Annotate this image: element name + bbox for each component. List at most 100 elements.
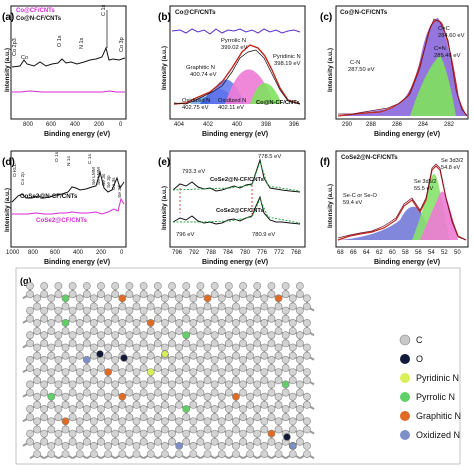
carbon-atom [47, 327, 56, 335]
carbon-atom [54, 437, 63, 446]
carbon-atom [125, 364, 134, 372]
legend-e-2: CoSe2@CF/CNTs [216, 208, 264, 214]
carbon-atom [217, 318, 226, 327]
carbon-atom [217, 450, 226, 458]
carbon-atom [111, 355, 120, 364]
tick-c-2: 288 [366, 122, 377, 128]
carbon-atom [189, 294, 198, 303]
carbon-atom [111, 339, 120, 348]
carbon-atom [146, 302, 155, 311]
carbon-atom [82, 405, 91, 413]
carbon-atom [210, 314, 219, 323]
carbon-atom [61, 368, 70, 376]
carbon-atom [295, 364, 304, 372]
carbon-atom [239, 388, 247, 397]
carbon-atom [75, 294, 84, 303]
carbon-atom [210, 355, 219, 364]
carbon-atom [288, 417, 297, 426]
carbon-atom [295, 413, 304, 422]
carbon-atom [132, 417, 141, 426]
carbon-atom [217, 400, 226, 409]
carbon-atom [182, 388, 191, 397]
carbon-atom [267, 306, 276, 315]
dopant-atom [267, 429, 276, 438]
carbon-atom [196, 380, 205, 389]
carbon-atom [40, 355, 49, 364]
carbon-atom [217, 343, 226, 352]
carbon-atom [118, 368, 127, 376]
carbon-atom [40, 405, 49, 413]
carbon-atom [267, 380, 276, 389]
legend-graphitic-label: Graphitic N [416, 411, 461, 421]
carbon-atom [253, 413, 262, 422]
carbon-atom [210, 388, 219, 397]
carbon-atom [161, 400, 169, 409]
carbon-atom [111, 413, 120, 422]
carbon-atom [224, 437, 233, 446]
dopant-atom [281, 380, 290, 389]
carbon-atom [274, 318, 283, 327]
carbon-atom [210, 331, 219, 340]
carbon-atom [146, 327, 155, 335]
carbon-atom [281, 314, 290, 323]
carbon-atom [61, 441, 70, 450]
legend-d-2: CoSe2@CF/CNTs [36, 217, 88, 224]
carbon-atom [281, 413, 290, 422]
carbon-atom [303, 302, 311, 311]
carbon-atom [132, 450, 141, 458]
ylabel-e: Intensity (a.u.) [161, 186, 168, 230]
carbon-atom [104, 376, 113, 385]
carbon-atom [139, 355, 148, 364]
carbon-atom [146, 392, 155, 401]
carbon-atom [303, 417, 311, 426]
carbon-atom [33, 327, 42, 335]
carbon-atom [295, 429, 304, 438]
carbon-atom [82, 364, 91, 372]
carbon-atom [40, 437, 49, 446]
tick-f-8: 54 [428, 250, 435, 256]
carbon-atom [260, 441, 269, 450]
carbon-atom [54, 339, 63, 348]
carbon-atom [139, 331, 148, 340]
carbon-atom [203, 417, 212, 426]
legend-a-2: Co@N-CF/CNTs [16, 16, 62, 22]
annotation-c1s: C 1s [101, 4, 107, 16]
carbon-atom [267, 290, 276, 299]
carbon-atom [61, 302, 70, 311]
tick-e-3: 788 [206, 250, 217, 256]
dopant-atom [146, 318, 155, 327]
carbon-atom [295, 306, 304, 315]
carbon-atom [75, 392, 84, 401]
carbon-atom [182, 314, 191, 323]
legend-e-1: CoSe2@N-CF/CNTs [210, 177, 264, 183]
carbon-atom [260, 351, 269, 360]
carbon-atom [153, 364, 162, 372]
carbon-atom [246, 400, 255, 409]
carbon-atom [33, 368, 42, 376]
carbon-atom [75, 343, 84, 352]
carbon-atom [146, 343, 155, 352]
panel-g: (g) C O Pyridinic N Pyrrolic N Graphitic… [15, 267, 461, 465]
carbon-atom [68, 405, 77, 413]
carbon-atom [175, 417, 184, 426]
carbon-atom [246, 294, 255, 303]
oxygen-atom [283, 433, 291, 441]
tick-e-1: 796 [172, 250, 183, 256]
carbon-atom [97, 331, 105, 340]
carbon-atom [146, 376, 155, 385]
carbon-atom [267, 339, 276, 348]
carbon-atom [224, 314, 233, 323]
carbon-atom [139, 339, 148, 348]
carbon-atom [239, 314, 247, 323]
carbon-atom [260, 392, 269, 401]
carbon-atom [104, 351, 113, 360]
carbon-atom [253, 437, 262, 446]
carbon-atom [239, 306, 247, 315]
carbon-atom [196, 429, 205, 438]
carbon-atom [40, 429, 49, 438]
carbon-atom [118, 417, 127, 426]
annotation-co3p: Co 3p [119, 37, 125, 52]
carbon-atom [97, 380, 105, 389]
carbon-atom [33, 417, 42, 426]
tick-b-2: 402 [203, 122, 214, 128]
